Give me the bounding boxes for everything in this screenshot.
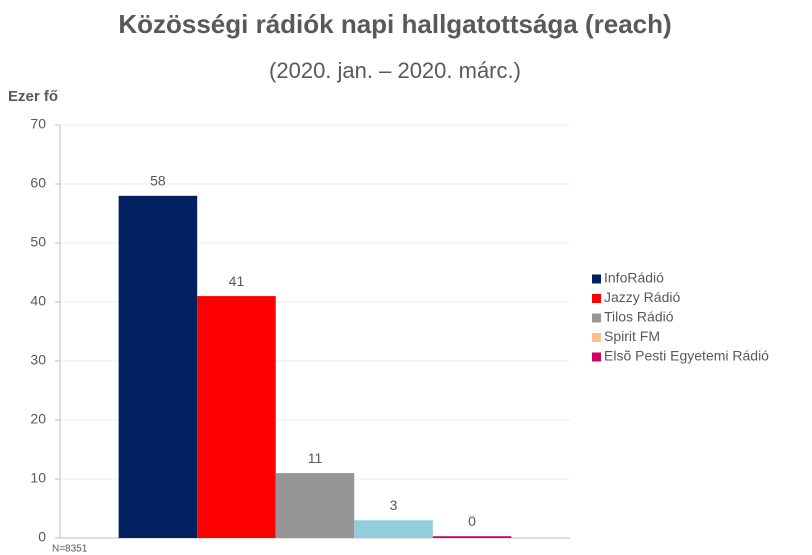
legend-label: Jazzy Rádió <box>604 289 680 305</box>
legend-swatch <box>592 333 601 342</box>
y-tick-label: 20 <box>30 411 46 427</box>
legend-label: Spirit FM <box>604 328 660 344</box>
legend-swatch <box>592 352 601 362</box>
y-tick-label: 60 <box>30 175 46 191</box>
bar <box>432 536 512 538</box>
legend-swatch <box>592 313 601 323</box>
bar <box>118 195 198 539</box>
bar <box>197 296 276 538</box>
y-tick-label: 10 <box>30 470 46 486</box>
data-label: 58 <box>150 173 166 189</box>
data-label: 11 <box>308 450 323 466</box>
data-label: 0 <box>468 513 476 529</box>
data-label: 3 <box>390 497 398 513</box>
y-tick-label: 70 <box>30 116 46 132</box>
y-tick-label: 30 <box>30 352 46 368</box>
bar <box>354 520 433 538</box>
y-axis-label: Ezer fő <box>8 88 58 105</box>
legend-label: Tilos Rádió <box>604 309 674 325</box>
y-tick-label: 0 <box>38 529 46 545</box>
y-tick-label: 40 <box>30 293 46 309</box>
chart-subtitle: (2020. jan. – 2020. márc.) <box>269 58 521 83</box>
chart-title: Közösségi rádiók napi hallgatottsága (re… <box>118 9 671 39</box>
legend-swatch <box>592 294 601 303</box>
legend-swatch <box>592 274 601 284</box>
data-label: 41 <box>229 273 245 289</box>
legend-label: InfoRádió <box>604 270 664 286</box>
note: N=8351 <box>52 544 88 555</box>
legend-label: Elsõ Pesti Egyetemi Rádió <box>604 348 769 364</box>
y-tick-label: 50 <box>30 234 46 250</box>
bar <box>275 473 355 538</box>
